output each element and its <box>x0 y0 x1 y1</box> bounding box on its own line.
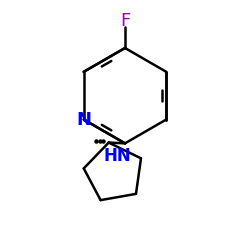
Text: HN: HN <box>104 147 131 165</box>
Text: F: F <box>120 12 130 30</box>
Text: N: N <box>76 110 91 128</box>
